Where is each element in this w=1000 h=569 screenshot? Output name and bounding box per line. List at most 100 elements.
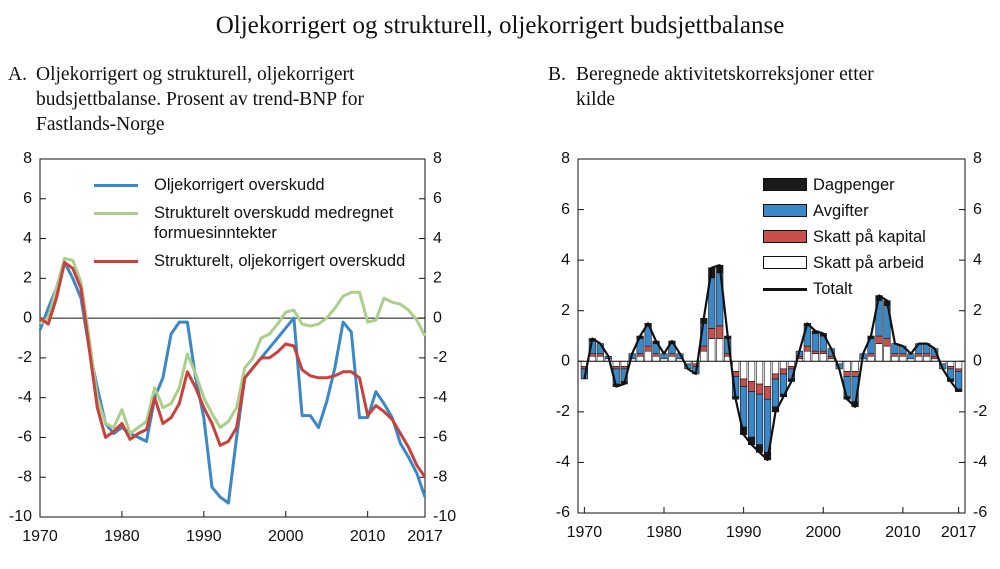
- bar-segment: [755, 383, 764, 395]
- bar-segment: [748, 391, 756, 438]
- legend: Oljekorrigert overskudd Strukturelt overs…: [94, 175, 424, 279]
- legend-swatch: [94, 260, 138, 263]
- bar-segment: [652, 353, 660, 357]
- bar-segment: [763, 360, 772, 387]
- bar-segment: [787, 366, 795, 370]
- bar-segment: [955, 371, 963, 390]
- x-tick-label: 2017: [407, 528, 443, 545]
- legend-swatch: [763, 178, 807, 191]
- bar-segment: [899, 355, 907, 362]
- y-tick-label: 0: [433, 309, 442, 326]
- bar-segment: [891, 353, 899, 357]
- legend-swatch: [94, 184, 138, 187]
- x-tick-label: 2010: [350, 528, 386, 545]
- bar-segment: [899, 353, 907, 357]
- bar-segment: [883, 338, 891, 347]
- plot-frame: [577, 158, 966, 514]
- bar-segment: [612, 360, 620, 367]
- x-tick-label: 1970: [22, 528, 58, 545]
- bar-segment: [867, 355, 875, 362]
- y-tick-label: -6: [973, 504, 987, 521]
- x-tick-label: 1990: [186, 528, 222, 545]
- bar-segment: [588, 355, 596, 362]
- legend-item: Strukturelt overskudd medregnet formuesi…: [94, 203, 424, 243]
- y-tick-label: -10: [9, 508, 32, 525]
- y-tick-label: 8: [23, 150, 32, 167]
- legend-swatch: [763, 204, 807, 217]
- bar-segment: [851, 360, 859, 372]
- bar-segment: [947, 366, 955, 370]
- y-tick-label: 8: [433, 150, 442, 167]
- bar-segment: [843, 360, 851, 372]
- y-tick-label: 0: [973, 353, 982, 370]
- legend-item: Oljekorrigert overskudd: [94, 175, 424, 195]
- y-tick-label: -10: [433, 508, 456, 525]
- y-tick-label: -6: [433, 429, 447, 446]
- y-tick-label: -8: [433, 468, 447, 485]
- bar-segment: [883, 345, 891, 362]
- bar-segment: [740, 360, 748, 380]
- bar-segment: [779, 360, 788, 370]
- legend-label: Dagpenger: [813, 176, 895, 194]
- panel-a-title: A. Oljekorrigert og strukturell, oljekorr…: [8, 62, 428, 137]
- bar-segment: [596, 353, 604, 357]
- bar-segment: [620, 366, 628, 370]
- bar-segment: [803, 350, 811, 362]
- y-tick-label: 8: [973, 150, 982, 167]
- data-line: [583, 264, 960, 461]
- y-tick-label: -4: [556, 454, 570, 471]
- bar-segment: [803, 345, 811, 352]
- bar-segment: [771, 373, 780, 380]
- bar-segment: [700, 350, 708, 362]
- bar-segment: [644, 345, 652, 352]
- legend-item: Skatt på kapital: [763, 224, 963, 250]
- bar-segment: [700, 345, 708, 352]
- y-tick-label: -2: [556, 403, 570, 420]
- y-tick-label: 6: [433, 190, 442, 207]
- legend-item: Skatt på arbeid: [763, 250, 963, 276]
- legend-swatch: [763, 288, 807, 291]
- bar-segment: [612, 366, 620, 370]
- x-tick-label: 1980: [104, 528, 140, 545]
- bar-segment: [787, 360, 795, 367]
- panel-title: Beregnede aktivitetskorreksjoner etter k…: [576, 64, 874, 110]
- y-tick-label: 4: [433, 230, 442, 247]
- data-line: [39, 256, 427, 435]
- y-tick-label: 2: [433, 270, 442, 287]
- y-tick-label: -2: [973, 403, 987, 420]
- bar-segment: [652, 355, 660, 362]
- y-tick-label: 2: [973, 302, 982, 319]
- bar-segment: [923, 353, 931, 357]
- panel-b-title: B. Beregnede aktivitetskorreksjoner etter…: [548, 62, 878, 112]
- bar-segment: [732, 360, 740, 372]
- bar-segment: [915, 353, 923, 357]
- y-tick-label: 8: [561, 150, 570, 167]
- y-tick-label: 4: [561, 251, 570, 268]
- y-tick-label: -4: [433, 389, 447, 406]
- bar-segment: [636, 355, 644, 362]
- bar-segment: [596, 355, 604, 362]
- y-tick-label: 2: [561, 302, 570, 319]
- y-tick-label: -6: [556, 504, 570, 521]
- bar-segment: [644, 350, 652, 362]
- legend-swatch: [763, 256, 807, 269]
- x-tick-label: 1990: [726, 524, 762, 541]
- y-tick-label: 6: [23, 190, 32, 207]
- y-tick-label: -6: [18, 429, 32, 446]
- legend-item: Avgifter: [763, 198, 963, 224]
- y-tick-label: -2: [18, 349, 32, 366]
- panel-label: B.: [548, 64, 566, 85]
- bar-segment: [755, 393, 764, 446]
- bar-segment: [891, 355, 899, 362]
- bar-segment: [955, 368, 963, 372]
- bar-segment: [771, 360, 780, 375]
- bar-segment: [819, 353, 827, 362]
- bar-segment: [771, 378, 780, 408]
- bar-segment: [620, 360, 628, 367]
- legend-label: Strukturelt overskudd medregnet formuesi…: [154, 204, 394, 242]
- data-line: [39, 260, 427, 479]
- bar-segment: [875, 343, 883, 362]
- bar-segment: [716, 338, 724, 362]
